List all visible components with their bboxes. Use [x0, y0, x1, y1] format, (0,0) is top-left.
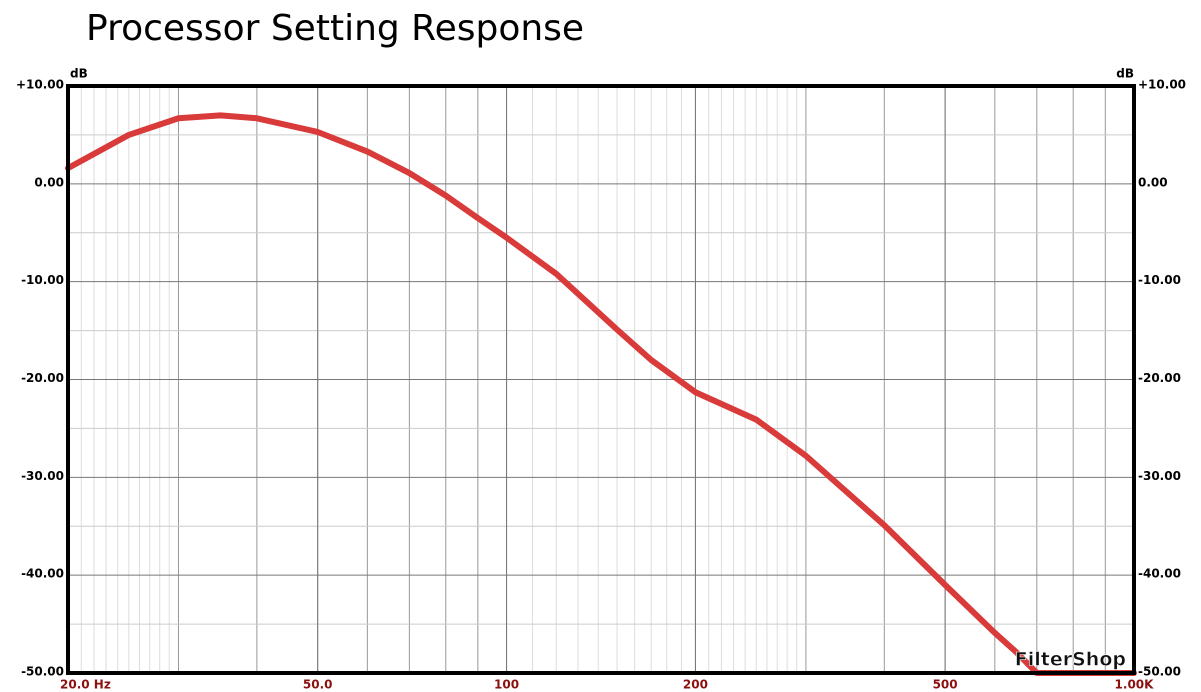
plot-frame: [66, 84, 1136, 675]
y-tick-label: -10.00: [21, 273, 64, 287]
y-tick-label: 0.00: [34, 175, 64, 189]
watermark: FilterShop: [1015, 649, 1126, 671]
y-tick-label: -20.00: [21, 371, 64, 385]
x-tick-label: 500: [933, 678, 958, 692]
x-tick-label: 1.00K: [1115, 678, 1155, 692]
y-tick-label-right: -30.00: [1138, 469, 1181, 483]
chart-title: Processor Setting Response: [86, 8, 584, 49]
y-tick-label-right: 0.00: [1138, 175, 1168, 189]
x-tick-label: 100: [494, 678, 519, 692]
y-tick-label-right: -50.00: [1138, 665, 1181, 679]
x-tick-label: 50.0: [303, 678, 333, 692]
y-tick-label: +10.00: [16, 78, 64, 92]
grid: [67, 85, 1135, 674]
x-tick-label: 200: [683, 678, 708, 692]
y-tick-label-right: +10.00: [1138, 78, 1186, 92]
y-tick-label: -40.00: [21, 567, 64, 581]
x-tick-label: 20.0 Hz: [60, 678, 111, 692]
y-axis-label: dB: [70, 67, 88, 81]
response-line: [65, 112, 1137, 676]
y-tick-label: -50.00: [21, 665, 64, 679]
y-tick-label-right: -20.00: [1138, 371, 1181, 385]
y-tick-label-right: -10.00: [1138, 273, 1181, 287]
y-tick-label: -30.00: [21, 469, 64, 483]
y-tick-label-right: -40.00: [1138, 567, 1181, 581]
y-axis-label-right: dB: [1116, 67, 1134, 81]
plot: [65, 112, 1137, 676]
